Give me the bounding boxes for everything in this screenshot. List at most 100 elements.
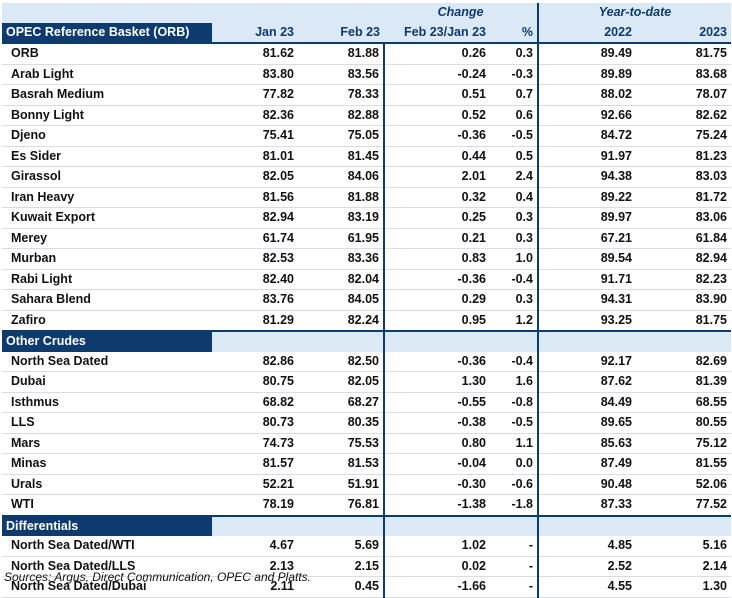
crude-name: Girassol <box>2 166 212 188</box>
ytd-2023-value: 61.84 <box>636 228 731 249</box>
crude-name: Rabi Light <box>2 269 212 290</box>
ytd-2023-value: 83.06 <box>636 207 731 229</box>
jan-23-value: 82.40 <box>212 269 298 290</box>
crude-name: Zafiro <box>2 310 212 332</box>
ytd-2022-value: 84.49 <box>538 392 636 413</box>
crude-name: North Sea Dated/LLS <box>2 556 212 577</box>
ytd-2022-value: 67.21 <box>538 228 636 249</box>
percent-value: -0.6 <box>490 474 539 495</box>
percent-value: 1.2 <box>490 310 539 332</box>
change-value: 0.21 <box>384 228 490 249</box>
col-feb-header: Feb 23 <box>298 22 384 43</box>
crude-name: Dubai <box>2 371 212 393</box>
jan-23-value: 77.82 <box>212 84 298 106</box>
table-row: Bonny Light 82.36 82.88 0.52 0.6 92.66 82.62 <box>2 105 731 126</box>
feb-23-value: 81.88 <box>298 187 385 208</box>
feb-23-value: 82.24 <box>298 310 385 332</box>
ytd-2022-value: 89.97 <box>538 207 636 229</box>
feb-23-value: 61.95 <box>298 228 385 249</box>
change-value: 0.95 <box>384 310 490 332</box>
table-row: Sahara Blend 83.76 84.05 0.29 0.3 94.31 83.90 <box>2 289 731 311</box>
table-row: Basrah Medium 77.82 78.33 0.51 0.7 88.02 78.07 <box>2 84 731 106</box>
jan-23-value: 4.67 <box>212 536 298 557</box>
change-value: 0.83 <box>384 248 490 270</box>
ytd-2023-value: 1.30 <box>636 576 731 598</box>
feb-23-value: 80.35 <box>298 412 385 434</box>
percent-value: 0.3 <box>490 228 539 249</box>
percent-value: - <box>490 556 539 577</box>
header-row-columns: OPEC Reference Basket (ORB) Jan 23 Feb 2… <box>2 22 731 43</box>
crude-name: Sahara Blend <box>2 289 212 311</box>
feb-23-value: 82.05 <box>298 371 385 393</box>
ytd-2023-value: 82.69 <box>636 351 731 372</box>
jan-23-value: 75.41 <box>212 125 298 147</box>
ytd-2023-value: 81.75 <box>636 42 731 65</box>
crude-name: Arab Light <box>2 64 212 85</box>
header-row-top: Change Year-to-date <box>2 3 731 23</box>
jan-23-value: 82.94 <box>212 207 298 229</box>
percent-value: - <box>490 536 539 557</box>
other-crudes-section-label: Other Crudes <box>2 330 212 352</box>
table-row: Rabi Light 82.40 82.04 -0.36 -0.4 91.71 82.23 <box>2 269 731 290</box>
percent-value: 0.7 <box>490 84 539 106</box>
crude-price-table: Change Year-to-date OPEC Reference Baske… <box>2 3 731 598</box>
table-row: Kuwait Export 82.94 83.19 0.25 0.3 89.97 83.06 <box>2 207 731 229</box>
ytd-2022-value: 89.54 <box>538 248 636 270</box>
ytd-2022-value: 4.85 <box>538 536 636 557</box>
percent-value: -1.8 <box>490 494 539 516</box>
ytd-2023-value: 77.52 <box>636 494 731 516</box>
crude-name: Kuwait Export <box>2 207 212 229</box>
percent-value: 1.6 <box>490 371 539 393</box>
ytd-2023-value: 81.55 <box>636 453 731 475</box>
jan-23-value: 81.01 <box>212 146 298 167</box>
differentials-section: Differentials <box>2 514 731 536</box>
table-row: Merey 61.74 61.95 0.21 0.3 67.21 61.84 <box>2 228 731 249</box>
jan-23-value: 82.53 <box>212 248 298 270</box>
ytd-2022-value: 4.55 <box>538 576 636 598</box>
percent-value: 0.4 <box>490 187 539 208</box>
feb-23-value: 75.53 <box>298 433 385 454</box>
percent-value: -0.4 <box>490 269 539 290</box>
ytd-2022-value: 94.31 <box>538 289 636 311</box>
table-row: Mars 74.73 75.53 0.80 1.1 85.63 75.12 <box>2 433 731 454</box>
feb-23-value: 84.06 <box>298 166 385 188</box>
ytd-2023-value: 75.12 <box>636 433 731 454</box>
ytd-2022-value: 89.65 <box>538 412 636 434</box>
ytd-2023-value: 83.03 <box>636 166 731 188</box>
table-row: WTI 78.19 76.81 -1.38 -1.8 87.33 77.52 <box>2 494 731 516</box>
crude-name: Es Sider <box>2 146 212 167</box>
table-row: Girassol 82.05 84.06 2.01 2.4 94.38 83.03 <box>2 166 731 188</box>
ytd-2023-value: 81.23 <box>636 146 731 167</box>
percent-value: 0.0 <box>490 453 539 475</box>
crude-name: ORB <box>2 42 212 65</box>
ytd-2022-value: 87.33 <box>538 494 636 516</box>
ytd-2023-value: 52.06 <box>636 474 731 495</box>
jan-23-value: 81.57 <box>212 453 298 475</box>
ytd-2023-value: 2.14 <box>636 556 731 577</box>
ytd-2023-value: 81.39 <box>636 371 731 393</box>
change-value: -0.04 <box>384 453 490 475</box>
col-jan-header: Jan 23 <box>212 22 298 43</box>
ytd-2022-value: 92.17 <box>538 351 636 372</box>
ytd-2022-value: 2.52 <box>538 556 636 577</box>
percent-value: 1.1 <box>490 433 539 454</box>
jan-23-value: 52.21 <box>212 474 298 495</box>
jan-23-value: 61.74 <box>212 228 298 249</box>
change-value: -0.55 <box>384 392 490 413</box>
ytd-2022-value: 87.49 <box>538 453 636 475</box>
ytd-group-label: Year-to-date <box>537 3 731 23</box>
table-row: Isthmus 68.82 68.27 -0.55 -0.8 84.49 68.55 <box>2 392 731 413</box>
percent-value: 0.6 <box>490 105 539 126</box>
ytd-2022-value: 92.66 <box>538 105 636 126</box>
crude-name: WTI <box>2 494 212 516</box>
change-value: 0.32 <box>384 187 490 208</box>
ytd-2023-value: 68.55 <box>636 392 731 413</box>
col-2022-header: 2022 <box>537 22 636 43</box>
jan-23-value: 80.73 <box>212 412 298 434</box>
ytd-2022-value: 90.48 <box>538 474 636 495</box>
crude-name: Bonny Light <box>2 105 212 126</box>
change-value: -0.38 <box>384 412 490 434</box>
feb-23-value: 68.27 <box>298 392 385 413</box>
change-value: 0.02 <box>384 556 490 577</box>
percent-value: 2.4 <box>490 166 539 188</box>
